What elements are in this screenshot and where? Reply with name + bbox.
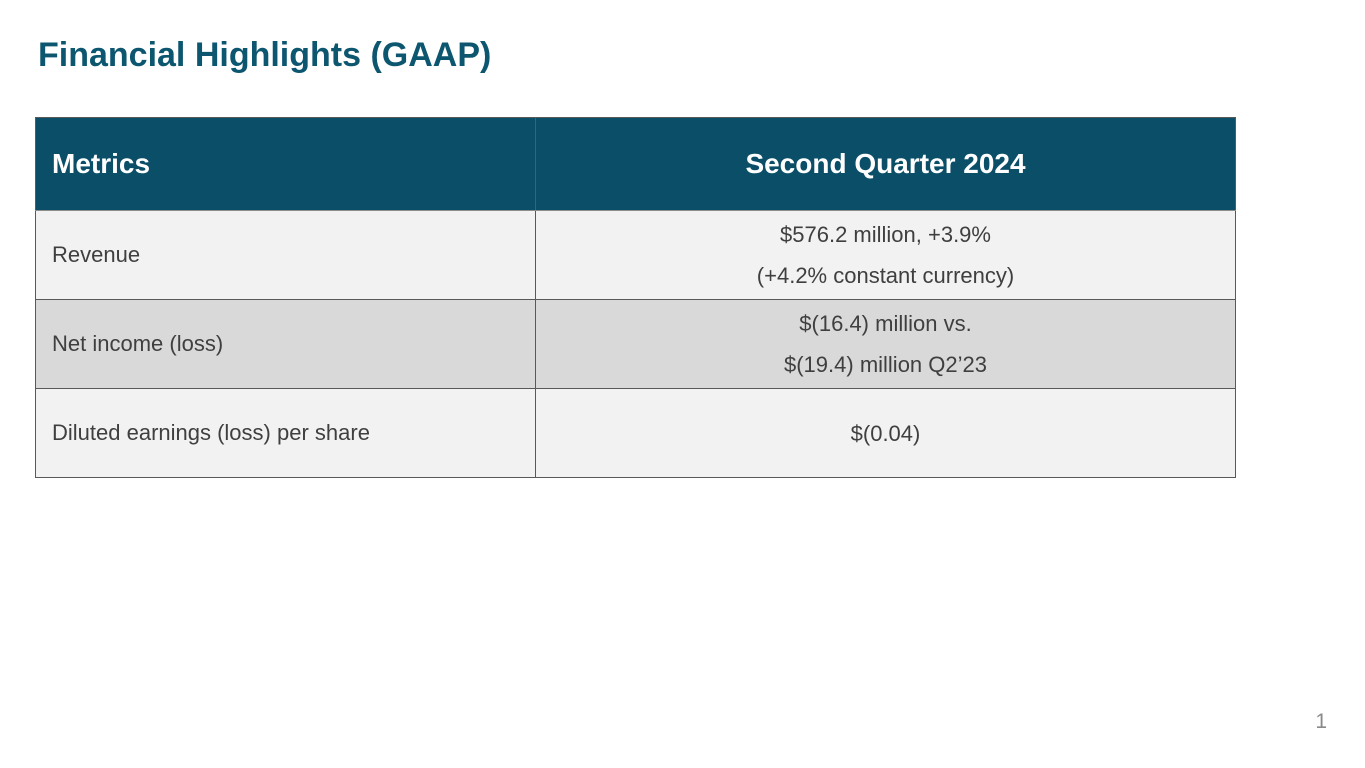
- metric-value: $(0.04): [535, 388, 1236, 478]
- table-row: Diluted earnings (loss) per share $(0.04…: [35, 388, 1236, 478]
- table-body: Revenue $576.2 million, +3.9% (+4.2% con…: [35, 210, 1236, 478]
- table-row: Net income (loss) $(16.4) million vs. $(…: [35, 299, 1236, 389]
- value-line-1: $(0.04): [850, 420, 921, 446]
- value-line-1: $(16.4) million vs.: [799, 311, 972, 336]
- financial-highlights-table: Metrics Second Quarter 2024 Revenue $576…: [35, 117, 1236, 478]
- column-header-metrics: Metrics: [35, 117, 536, 211]
- metric-label: Net income (loss): [35, 299, 536, 389]
- value-line-1: $576.2 million, +3.9%: [780, 222, 991, 247]
- page-number: 1: [1315, 710, 1327, 733]
- value-line-2: (+4.2% constant currency): [756, 263, 1015, 288]
- metric-label: Revenue: [35, 210, 536, 300]
- metric-value: $(16.4) million vs. $(19.4) million Q2’2…: [535, 299, 1236, 389]
- value-line-2: $(19.4) million Q2’23: [784, 352, 987, 377]
- metric-label: Diluted earnings (loss) per share: [35, 388, 536, 478]
- page-title: Financial Highlights (GAAP): [38, 36, 492, 74]
- table-header: Metrics Second Quarter 2024: [35, 117, 1236, 211]
- metric-value: $576.2 million, +3.9% (+4.2% constant cu…: [535, 210, 1236, 300]
- table-row: Revenue $576.2 million, +3.9% (+4.2% con…: [35, 210, 1236, 300]
- column-header-quarter: Second Quarter 2024: [535, 117, 1236, 211]
- table-header-row: Metrics Second Quarter 2024: [35, 117, 1236, 211]
